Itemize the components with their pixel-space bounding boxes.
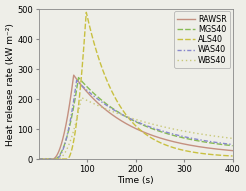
X-axis label: Time (s): Time (s)	[117, 176, 154, 185]
Legend: RAWSR, MGS40, ALS40, WAS40, WBS40: RAWSR, MGS40, ALS40, WAS40, WBS40	[174, 11, 230, 68]
Y-axis label: Heat release rate (kW m⁻²): Heat release rate (kW m⁻²)	[6, 23, 15, 146]
